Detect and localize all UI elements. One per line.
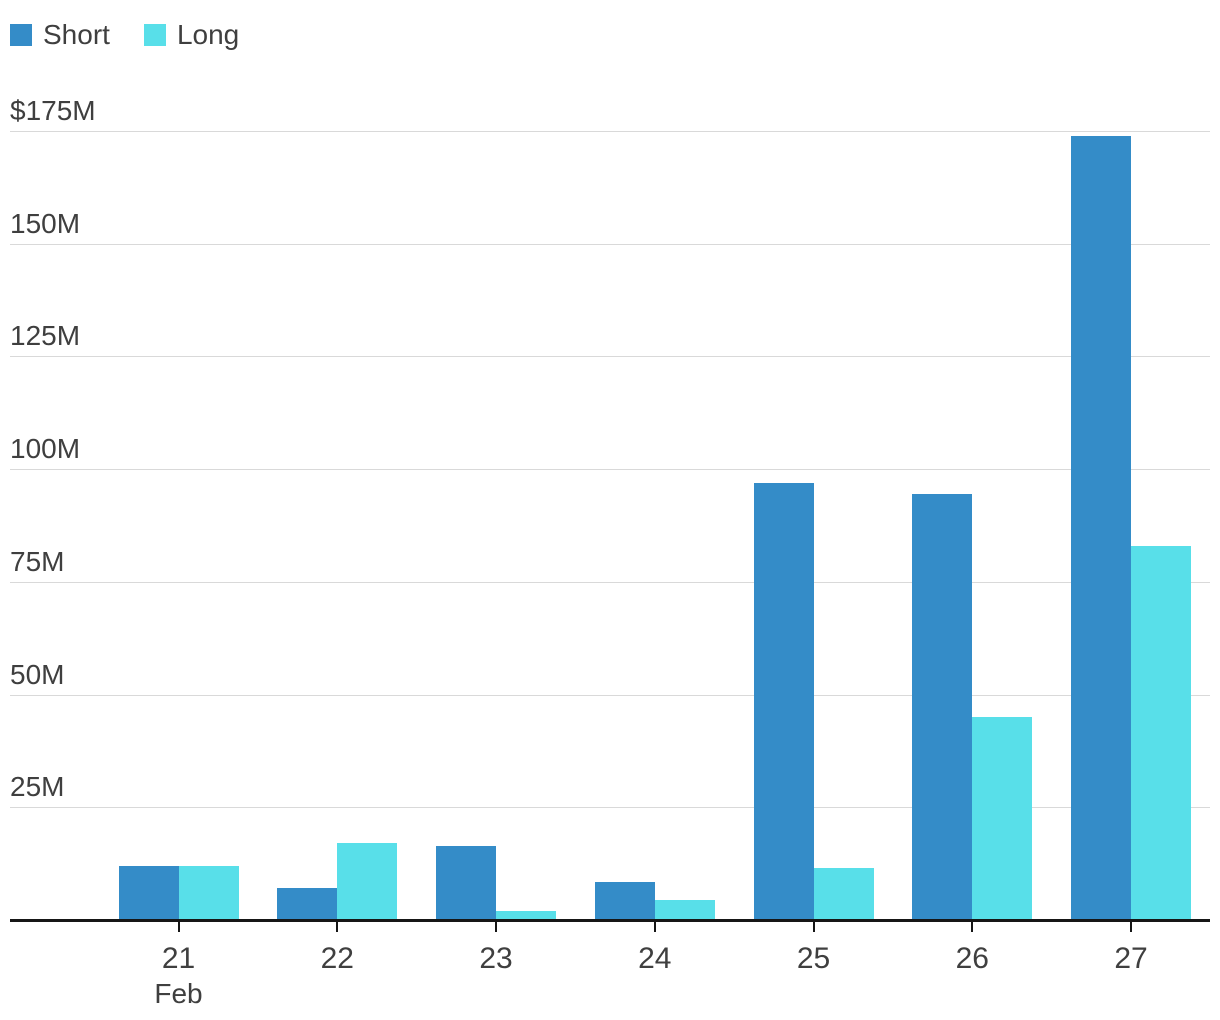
x-axis-tick-label: 24 [638, 942, 672, 975]
bar-short-27[interactable] [1071, 135, 1131, 920]
y-axis-tick-label: 100M [10, 433, 81, 465]
gridline [10, 243, 1210, 245]
bar-long-23[interactable] [496, 910, 556, 920]
x-axis-tick [812, 922, 815, 932]
x-axis-tick-label: 22 [320, 942, 354, 975]
x-axis-tick-label: 27 [1114, 942, 1148, 975]
x-axis-tick-label: 25 [796, 942, 831, 975]
gridline [10, 131, 1210, 132]
y-axis-tick-label: 125M [10, 320, 81, 352]
legend-item-long[interactable]: Long [143, 19, 240, 50]
x-axis-tick [653, 922, 656, 932]
legend-item-short[interactable]: Short [10, 21, 110, 49]
gridline [10, 469, 1210, 471]
legend-label-long: Long [176, 19, 240, 50]
long-series-swatch [143, 24, 166, 46]
x-axis-tick [177, 922, 180, 932]
x-axis-line [10, 919, 1210, 922]
bar-short-25[interactable] [753, 482, 814, 920]
short-series-swatch [10, 24, 32, 46]
x-axis-tick [1130, 922, 1132, 932]
bar-long-24[interactable] [654, 899, 715, 920]
legend-label-short: Short [43, 19, 110, 50]
chart-legend: Short Long [10, 21, 239, 49]
bar-short-26[interactable] [912, 493, 973, 920]
gridline [10, 807, 1210, 809]
y-axis-tick-label: $175M [10, 95, 96, 126]
y-axis-tick-label: 50M [10, 658, 65, 690]
gridline [10, 356, 1210, 358]
y-axis-tick-label: 150M [10, 207, 81, 239]
bar-long-25[interactable] [813, 868, 874, 920]
x-axis-tick-label: 21 [161, 942, 196, 975]
bar-short-24[interactable] [594, 881, 655, 920]
gridline [10, 581, 1210, 583]
x-axis-tick [971, 922, 974, 932]
y-axis-tick-label: 25M [10, 771, 65, 803]
x-axis-tick [336, 922, 339, 932]
bar-long-27[interactable] [1131, 545, 1191, 920]
bar-long-22[interactable] [337, 843, 398, 920]
gridline [10, 694, 1210, 696]
x-axis-tick [495, 922, 497, 932]
bar-short-22[interactable] [277, 888, 338, 920]
x-axis-month-label: Feb [154, 978, 203, 1009]
y-axis-tick-label: 75M [10, 545, 65, 577]
bar-long-26[interactable] [972, 717, 1033, 920]
x-axis-tick-label: 26 [955, 942, 989, 975]
x-axis-tick-label: 23 [479, 942, 513, 975]
bar-long-21[interactable] [178, 865, 239, 920]
bar-short-23[interactable] [436, 845, 496, 920]
bar-short-21[interactable] [118, 865, 179, 920]
